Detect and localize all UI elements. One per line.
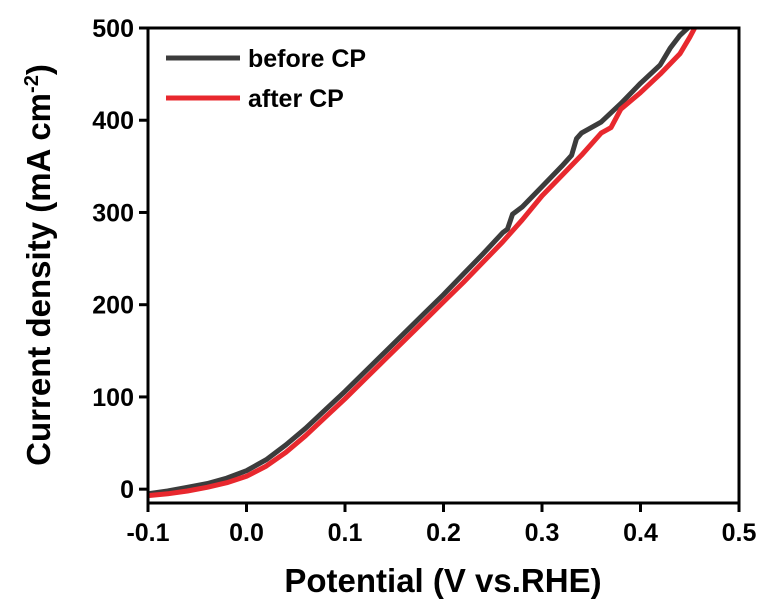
x-tick-label: 0.3	[525, 519, 560, 547]
y-tick-label: 300	[92, 199, 134, 227]
y-axis-title-close: )	[20, 64, 57, 75]
x-tick-label: 0.4	[623, 519, 658, 547]
y-tick-label: 500	[92, 15, 134, 43]
y-tick-label: 200	[92, 292, 134, 320]
series-line-1	[148, 28, 698, 499]
series-line-0	[148, 28, 691, 497]
x-tick-label: 0.2	[426, 519, 461, 547]
y-tick-label: 100	[92, 384, 134, 412]
x-tick-label: 0.5	[722, 519, 757, 547]
legend-label-0: before CP	[248, 45, 366, 73]
y-tick-label: 400	[92, 107, 134, 135]
x-tick-label: -0.1	[126, 519, 169, 547]
y-tick-label: 0	[120, 476, 134, 504]
x-axis-title: Potential (V vs.RHE)	[284, 562, 601, 599]
y-axis-title-superscript: -2	[21, 75, 43, 93]
x-tick-label: 0.0	[229, 519, 264, 547]
y-axis-title: Current density (mA cm-2)	[20, 64, 57, 466]
y-axis-title-main: Current density (mA cm	[20, 93, 57, 466]
x-tick-label: 0.1	[328, 519, 363, 547]
legend-label-1: after CP	[248, 85, 344, 113]
